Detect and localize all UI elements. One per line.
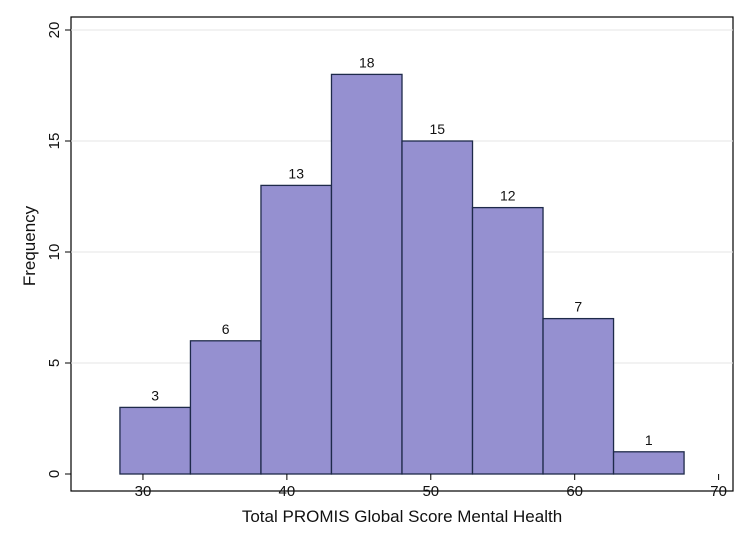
y-tick-label: 0 [46, 470, 63, 478]
bar-value-label: 3 [151, 387, 159, 403]
histogram-bar [612, 451, 685, 475]
x-tick-label: 30 [135, 483, 152, 500]
bar-value-label: 7 [574, 299, 582, 315]
bar-value-label: 15 [429, 121, 445, 137]
data-labels: 3 6 13 18 15 12 7 1 [151, 54, 653, 447]
x-axis-title: Total PROMIS Global Score Mental Health [242, 507, 562, 526]
x-axis: 30 40 50 60 70 [135, 474, 727, 500]
histogram-bar [471, 206, 544, 475]
bar-value-label: 6 [222, 321, 230, 337]
y-axis-title: Frequency [20, 205, 39, 286]
histogram-bar [260, 184, 333, 475]
x-tick-label: 70 [710, 483, 727, 500]
y-tick-label: 5 [46, 359, 63, 367]
bar-value-label: 13 [288, 165, 304, 181]
histogram-bar [401, 140, 474, 475]
x-tick-label: 50 [422, 483, 439, 500]
x-tick-label: 40 [279, 483, 296, 500]
y-tick-label: 15 [46, 133, 63, 150]
histogram-bar [542, 317, 615, 475]
x-tick-label: 60 [566, 483, 583, 500]
y-axis: 0 5 10 15 20 [46, 22, 71, 478]
y-tick-label: 10 [46, 244, 63, 261]
histogram-bar [119, 406, 192, 475]
bar-value-label: 1 [645, 432, 653, 448]
bar-value-label: 12 [500, 188, 516, 204]
bar-value-label: 18 [359, 54, 375, 70]
bars [119, 73, 685, 475]
y-tick-label: 20 [46, 22, 63, 39]
histogram-bar [189, 340, 262, 475]
histogram-bar [330, 73, 403, 475]
